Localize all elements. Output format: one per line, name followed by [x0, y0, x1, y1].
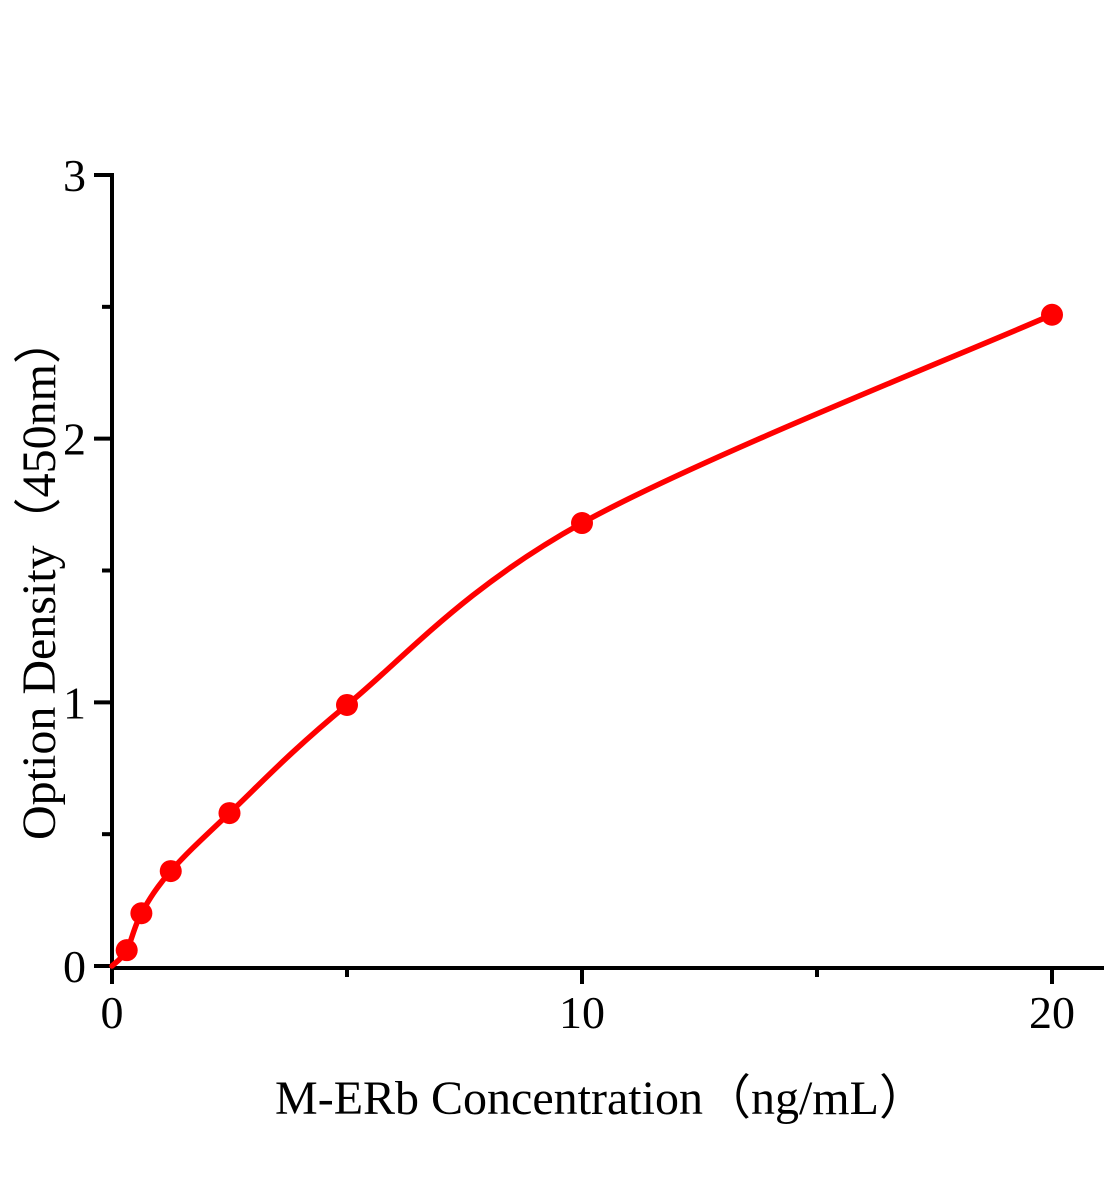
x-tick-label: 0	[101, 987, 124, 1038]
y-tick-label: 1	[63, 677, 86, 728]
data-point	[115, 939, 138, 962]
x-tick-label: 10	[559, 987, 605, 1038]
x-tick-label: 20	[1029, 987, 1075, 1038]
x-axis-title: M-ERb Concentration（ng/mL）	[275, 1072, 927, 1125]
y-tick-label: 3	[63, 150, 86, 201]
data-point	[130, 902, 153, 925]
data-point	[159, 860, 182, 883]
y-tick-label: 2	[63, 414, 86, 465]
y-tick-label: 0	[63, 941, 86, 992]
data-point	[336, 693, 358, 716]
data-point	[218, 802, 241, 825]
data-point	[1041, 303, 1063, 326]
data-point	[571, 512, 593, 535]
standard-curve-line	[109, 311, 1055, 969]
y-axis-title: Option Density（450nm）	[13, 316, 66, 840]
